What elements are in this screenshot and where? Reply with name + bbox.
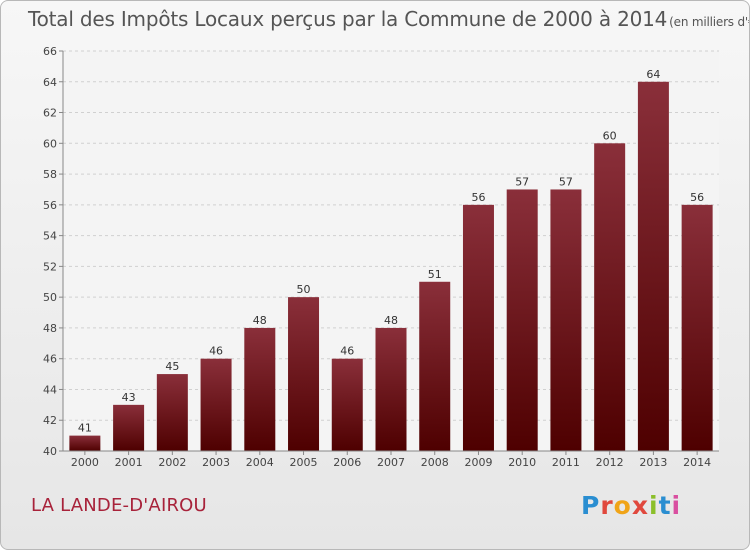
y-tick-label: 58 — [43, 168, 57, 181]
bar-value-label: 56 — [471, 191, 485, 204]
y-tick-label: 64 — [43, 76, 57, 89]
y-tick-label: 60 — [43, 137, 57, 150]
y-tick-label: 50 — [43, 291, 57, 304]
y-tick-label: 44 — [43, 383, 57, 396]
bar — [637, 81, 669, 452]
bar-value-label: 57 — [515, 175, 529, 188]
y-tick-label: 42 — [43, 414, 57, 427]
x-tick-label: 2003 — [202, 456, 230, 469]
x-tick-label: 2007 — [377, 456, 405, 469]
bar-value-label: 46 — [340, 345, 354, 358]
bar — [244, 327, 276, 451]
bar-value-label: 56 — [690, 191, 704, 204]
bars-group — [69, 81, 713, 452]
bar-value-label: 48 — [384, 314, 398, 327]
bar — [506, 189, 538, 451]
y-tick-label: 46 — [43, 353, 57, 366]
bar — [594, 143, 626, 452]
proxiti-logo: Proxiti — [581, 491, 682, 520]
y-tick-label: 48 — [43, 322, 57, 335]
x-tick-label: 2010 — [508, 456, 536, 469]
bar — [288, 297, 320, 451]
y-tick-label: 54 — [43, 230, 57, 243]
x-tick-label: 2001 — [115, 456, 143, 469]
bar-value-label: 41 — [78, 422, 92, 435]
bar — [462, 204, 494, 451]
bar-value-label: 50 — [297, 283, 311, 296]
bar — [375, 327, 407, 451]
bar-value-label: 48 — [253, 314, 267, 327]
bar-value-label: 51 — [428, 268, 442, 281]
chart-title: Total des Impôts Locaux perçus par la Co… — [28, 7, 749, 31]
bar — [550, 189, 582, 451]
x-tick-label: 2006 — [333, 456, 361, 469]
bar-value-label: 43 — [122, 391, 136, 404]
bar — [113, 404, 145, 451]
x-tick-label: 2014 — [683, 456, 711, 469]
bar-value-label: 57 — [559, 175, 573, 188]
x-tick-label: 2012 — [596, 456, 624, 469]
bar — [681, 204, 713, 451]
chart-title-text: Total des Impôts Locaux perçus par la Co… — [28, 7, 668, 31]
x-tick-label: 2004 — [246, 456, 274, 469]
y-tick-label: 52 — [43, 260, 57, 273]
labels-group: 40 42 44 46 48 50 52 54 56 58 60 62 64 66 41 2000 43 2001… — [43, 45, 711, 469]
x-tick-label: 2002 — [158, 456, 186, 469]
bar-value-label: 46 — [209, 345, 223, 358]
bar — [331, 358, 363, 451]
axes-group — [62, 51, 719, 452]
y-tick-label: 40 — [43, 445, 57, 458]
chart-unit: (en milliers d'€) — [669, 15, 749, 29]
x-tick-label: 2009 — [464, 456, 492, 469]
y-tick-label: 62 — [43, 107, 57, 120]
x-tick-label: 2008 — [421, 456, 449, 469]
x-tick-label: 2005 — [290, 456, 318, 469]
bar — [419, 281, 451, 451]
x-tick-label: 2011 — [552, 456, 580, 469]
y-tick-label: 56 — [43, 199, 57, 212]
x-tick-label: 2000 — [71, 456, 99, 469]
y-tick-label: 66 — [43, 45, 57, 58]
x-tick-label: 2013 — [639, 456, 667, 469]
bar — [156, 374, 188, 451]
bar — [200, 358, 232, 451]
bar — [69, 435, 101, 451]
bar-value-label: 60 — [603, 129, 617, 142]
bar-value-label: 45 — [165, 360, 179, 373]
bar-value-label: 64 — [646, 68, 660, 81]
commune-name: LA LANDE-D'AIROU — [31, 495, 207, 516]
